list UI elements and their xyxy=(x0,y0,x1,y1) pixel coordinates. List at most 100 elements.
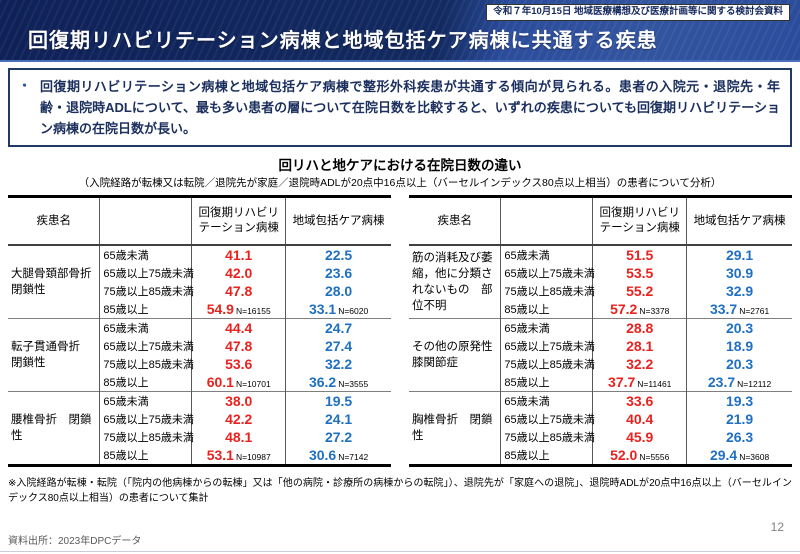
care-days-cell: 29.4 N=3608 xyxy=(686,446,792,466)
care-days-value: 24.1 xyxy=(324,411,353,428)
care-days-cell: 19.5 xyxy=(285,391,391,411)
care-days-cell: 36.2 N=3555 xyxy=(285,373,391,392)
rehab-ward-column-header: 回復期リハビリテーション病棟 xyxy=(592,196,687,247)
care-days-cell: 20.3 xyxy=(686,318,792,338)
care-days-value: 19.3 xyxy=(725,393,754,410)
care-days-cell: 33.7 N=2761 xyxy=(686,300,792,319)
age-band-cell: 65歳未満 xyxy=(99,391,192,411)
page-number: 12 xyxy=(770,520,784,534)
rehab-days-value: 55.2 xyxy=(626,283,654,300)
age-band-cell: 65歳以上75歳未満 xyxy=(500,264,595,283)
table-row: 胸椎骨折 閉鎖性 65歳未満 33.6 19.3 xyxy=(409,391,792,466)
rehab-days-cell: 42.0 xyxy=(191,264,286,283)
rehab-days-cell: 38.0 xyxy=(191,391,286,411)
age-band-cell: 75歳以上85歳未満 xyxy=(500,282,595,301)
care-days-cell: 29.1 xyxy=(686,245,792,265)
rehab-days-value: 38.0 xyxy=(225,393,253,410)
sample-size-label: N=11461 xyxy=(637,379,672,390)
sample-size-label: N=3555 xyxy=(338,379,369,390)
care-days-value: 21.9 xyxy=(725,411,754,428)
age-band-cell: 85歳以上 xyxy=(500,373,593,392)
table-row: 65歳以上75歳未満 53.5 30.9 xyxy=(409,264,792,283)
table-row: 65歳以上75歳未満 42.0 23.6 xyxy=(8,264,391,283)
rehab-days-cell: 52.0 N=5556 xyxy=(592,446,687,466)
document-reference-badge: 令和７年10月15日 地域医療構想及び医療計画等に関する検討会資料 xyxy=(486,4,790,21)
sample-size-label: N=5556 xyxy=(639,452,670,463)
table-row: 75歳以上85歳未満 55.2 32.9 xyxy=(409,282,792,301)
table-row: 75歳以上85歳未満 32.2 20.3 xyxy=(409,355,792,374)
rehab-days-value: 53.1 xyxy=(206,447,234,464)
table-row: 75歳以上85歳未満 45.9 26.3 xyxy=(409,428,792,447)
table-row: その他の原発性膝関節症 65歳未満 28.8 20.3 xyxy=(409,318,792,392)
rehab-days-value: 44.4 xyxy=(225,320,253,337)
rehab-days-value: 60.1 xyxy=(206,374,234,391)
source-label: 資料出所：2023年DPCデータ xyxy=(8,536,142,547)
age-band-cell: 75歳以上85歳未満 xyxy=(500,355,595,374)
rehab-days-value: 53.6 xyxy=(225,356,253,373)
table-row: 75歳以上85歳未満 47.8 28.0 xyxy=(8,282,391,301)
care-days-value: 30.9 xyxy=(725,265,754,282)
rehab-days-cell: 40.4 xyxy=(592,410,687,429)
care-days-cell: 23.6 xyxy=(285,264,391,283)
sample-size-label: N=3378 xyxy=(639,306,670,317)
rehab-days-cell: 54.9 N=16155 xyxy=(191,300,286,319)
care-days-value: 22.5 xyxy=(324,247,353,264)
rehab-days-cell: 41.1 xyxy=(191,245,286,265)
rehab-days-value: 53.5 xyxy=(626,265,654,282)
age-band-cell: 65歳未満 xyxy=(500,318,593,338)
table-row: 腰椎骨折 閉鎖性 65歳未満 38.0 19.5 xyxy=(8,391,391,466)
age-band-cell: 85歳以上 xyxy=(99,446,192,466)
age-band-cell: 85歳以上 xyxy=(500,300,593,319)
age-band-cell: 85歳以上 xyxy=(99,373,192,392)
rehab-days-value: 51.5 xyxy=(626,247,654,264)
rehab-days-cell: 28.1 xyxy=(592,337,687,356)
rehab-days-value: 37.7 xyxy=(608,374,636,391)
chart-title: 回リハと地ケアにおける在院日数の違い xyxy=(278,158,522,174)
age-band-cell: 75歳以上85歳未満 xyxy=(99,428,194,447)
care-days-value: 29.4 xyxy=(709,447,738,464)
age-band-cell: 65歳未満 xyxy=(500,245,593,265)
age-band-cell: 65歳以上75歳未満 xyxy=(500,337,595,356)
age-band-cell: 65歳未満 xyxy=(99,318,192,338)
table-row: 筋の消耗及び萎縮，他に分類されないもの 部位不明 65歳未満 51.5 29.1 xyxy=(409,245,792,312)
care-days-value: 29.1 xyxy=(725,247,754,264)
care-days-value: 30.6 xyxy=(308,447,337,464)
rehab-days-value: 40.4 xyxy=(626,411,654,428)
age-band-cell: 75歳以上85歳未満 xyxy=(99,355,194,374)
chart-subtitle: （入院経路が転棟又は転院／退院先が家庭／退院時ADLが20点中16点以上（バーセ… xyxy=(78,177,722,190)
care-days-value: 23.6 xyxy=(324,265,353,282)
care-days-value: 26.3 xyxy=(725,429,754,446)
age-band-cell: 65歳以上75歳未満 xyxy=(500,410,595,429)
rehab-days-cell: 48.1 xyxy=(191,428,286,447)
disease-column-header: 疾患名 xyxy=(409,196,501,247)
table-row: 85歳以上 60.1 N=10701 36.2 N=3555 xyxy=(8,373,391,392)
care-days-cell: 27.2 xyxy=(285,428,391,447)
footnote: ※入院経路が転棟・転院（「院内の他病棟からの転棟」又は「他の病院・診療所の病棟か… xyxy=(8,478,792,505)
care-days-cell: 22.5 xyxy=(285,245,391,265)
care-days-value: 33.1 xyxy=(308,301,337,318)
rehab-days-value: 42.2 xyxy=(225,411,253,428)
disease-name-cell: 大腿骨頚部骨折 閉鎖性 xyxy=(11,268,103,297)
care-days-cell: 18.9 xyxy=(686,337,792,356)
care-days-cell: 27.4 xyxy=(285,337,391,356)
care-days-cell: 30.9 xyxy=(686,264,792,283)
rehab-days-cell: 53.1 N=10987 xyxy=(191,446,286,466)
care-days-cell: 33.1 N=6020 xyxy=(285,300,391,319)
los-table-right: 疾患名 回復期リハビリテーション病棟 地域包括ケア病棟 筋の消耗及び萎縮，他に分… xyxy=(409,195,792,468)
rehab-days-value: 45.9 xyxy=(626,429,654,446)
los-table-left: 疾患名 回復期リハビリテーション病棟 地域包括ケア病棟 大腿骨頚部骨折 閉鎖性 … xyxy=(8,195,391,468)
care-days-cell: 20.3 xyxy=(686,355,792,374)
age-column-header xyxy=(500,196,593,247)
rehab-days-cell: 45.9 xyxy=(592,428,687,447)
rehab-days-value: 33.6 xyxy=(626,393,654,410)
sample-size-label: N=7142 xyxy=(338,452,369,463)
sample-size-label: N=16155 xyxy=(235,306,271,317)
sample-size-label: N=2761 xyxy=(739,306,770,317)
sample-size-label: N=10701 xyxy=(235,379,271,390)
summary-box: ・ 回復期リハビリテーション病棟と地域包括ケア病棟で整形外科疾患が共通する傾向が… xyxy=(8,68,792,148)
table-row: 85歳以上 52.0 N=5556 29.4 N=3608 xyxy=(409,446,792,466)
age-band-cell: 75歳以上85歳未満 xyxy=(99,282,194,301)
rehab-days-cell: 33.6 xyxy=(592,391,687,411)
care-days-cell: 26.3 xyxy=(686,428,792,447)
table-row: 大腿骨頚部骨折 閉鎖性 65歳未満 41.1 22.5 xyxy=(8,245,391,296)
